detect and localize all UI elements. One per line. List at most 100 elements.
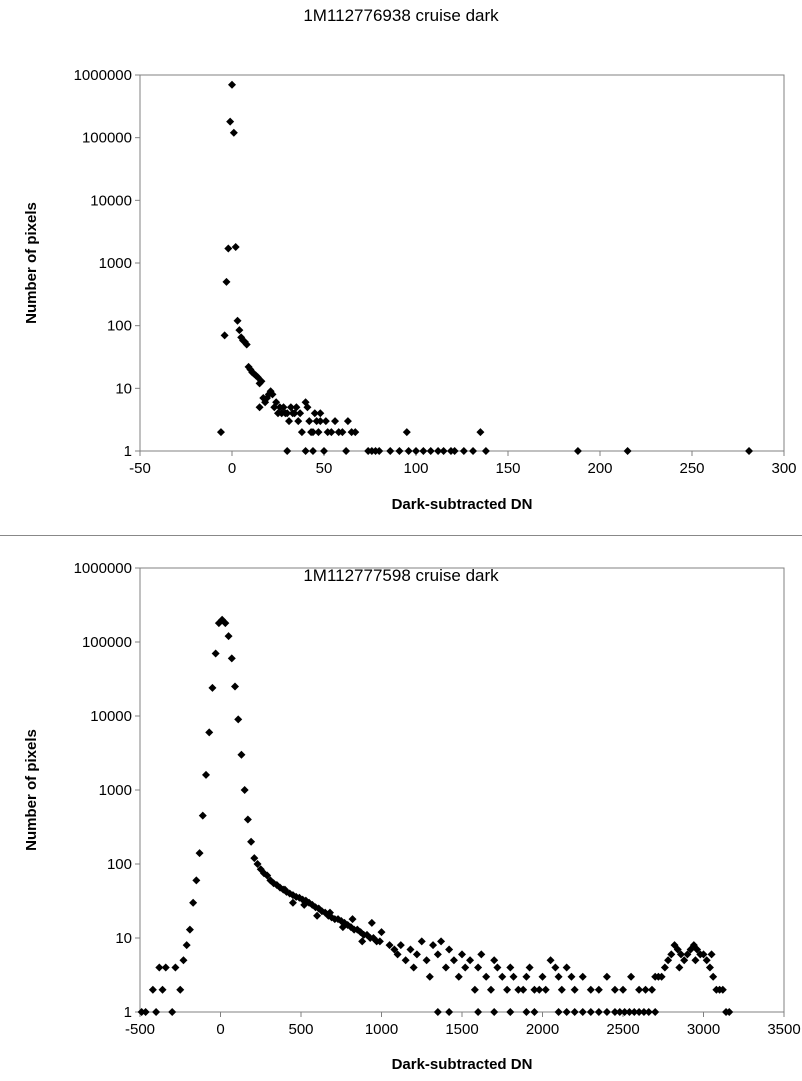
data-point: [250, 854, 259, 863]
x-tick-label: -50: [129, 460, 151, 477]
data-point: [474, 1008, 483, 1016]
data-point: [224, 632, 233, 641]
data-point: [623, 447, 632, 455]
data-point: [202, 770, 211, 779]
data-point: [155, 963, 164, 972]
y-axis-title: Number of pixels: [23, 729, 40, 851]
data-point: [412, 447, 420, 455]
data-point: [554, 1008, 563, 1016]
data-point: [375, 937, 384, 946]
data-point: [348, 915, 357, 924]
data-point: [586, 985, 595, 994]
data-point: [570, 985, 579, 994]
data-point: [327, 428, 336, 437]
data-point: [745, 447, 754, 455]
data-point: [290, 409, 299, 418]
data-point: [230, 682, 239, 691]
data-point: [627, 972, 636, 981]
data-point: [161, 963, 170, 972]
data-point: [198, 811, 207, 820]
data-point: [641, 985, 650, 994]
y-tick-label: 100: [107, 318, 132, 335]
data-point: [279, 403, 288, 412]
data-point: [358, 937, 367, 946]
data-point: [325, 908, 334, 917]
x-tick-label: 1500: [445, 1021, 478, 1038]
data-point: [300, 900, 309, 909]
data-point: [297, 428, 306, 437]
data-point: [288, 898, 297, 907]
data-point: [158, 985, 167, 994]
divider: [0, 535, 802, 536]
data-point: [610, 985, 619, 994]
scatter-chart-bottom: 1 10 100 1000 10000 100000 1000000 -500 0 500 1000…: [23, 560, 801, 1073]
data-point: [562, 963, 571, 972]
data-point: [486, 985, 495, 994]
data-point: [331, 417, 340, 426]
scatter-chart-top: 1 10 100 1000 10000 100000 1000000 -50 0 50 100 150…: [23, 67, 797, 513]
data-point: [353, 925, 362, 934]
data-point: [620, 1008, 629, 1016]
data-point: [255, 403, 264, 412]
data-point: [253, 860, 262, 868]
data-point: [657, 972, 666, 981]
data-point: [351, 428, 360, 437]
data-point: [474, 963, 483, 972]
plot-area: [139, 567, 785, 1013]
data-point: [298, 895, 307, 904]
x-tick-label: 3500: [767, 1021, 800, 1038]
data-point: [570, 1008, 579, 1016]
data-point: [445, 1008, 454, 1016]
data-point: [189, 898, 198, 907]
data-point: [171, 963, 180, 972]
data-point: [294, 417, 303, 426]
data-point: [179, 956, 188, 965]
data-point: [461, 963, 470, 972]
data-point: [567, 972, 576, 981]
data-point: [342, 447, 351, 455]
data-point: [664, 956, 673, 965]
data-point: [317, 907, 326, 916]
data-point: [176, 985, 185, 994]
x-tick-label: 300: [771, 460, 796, 477]
data-point: [651, 1008, 660, 1016]
data-point: [233, 316, 242, 325]
data-point: [635, 1008, 644, 1016]
data-point: [441, 963, 450, 972]
data-point: [709, 972, 718, 981]
y-tick-label: 100000: [82, 634, 132, 651]
data-point: [506, 1008, 515, 1016]
data-point: [338, 428, 347, 437]
data-point: [619, 985, 627, 994]
data-point: [396, 941, 405, 950]
data-point: [356, 928, 365, 937]
data-point: [490, 1008, 499, 1016]
x-tick-label: 250: [679, 460, 704, 477]
data-point: [308, 428, 317, 437]
data-point: [450, 447, 459, 455]
x-axis-title: Dark-subtracted DN: [392, 1056, 533, 1073]
data-point: [693, 945, 702, 954]
data-point: [231, 243, 240, 252]
data-point: [377, 928, 386, 937]
data-point: [578, 1008, 587, 1016]
data-point: [573, 447, 582, 455]
data-point: [303, 403, 312, 412]
data-point: [702, 956, 711, 965]
chart-panel-top: 1M112776938 cruise dark 1 10 100 1000 10000 1…: [0, 0, 802, 530]
data-point: [718, 985, 727, 994]
data-point: [458, 950, 466, 959]
data-point: [530, 985, 539, 994]
data-point: [283, 447, 292, 455]
data-point: [292, 403, 301, 412]
data-point: [152, 1008, 161, 1016]
data-point: [247, 837, 256, 846]
data-point: [263, 871, 272, 880]
data-point: [522, 972, 531, 981]
data-point: [208, 683, 217, 692]
data-point: [630, 1008, 639, 1016]
data-point: [422, 956, 431, 965]
data-point: [647, 985, 656, 994]
data-point: [578, 972, 587, 981]
data-point: [482, 972, 491, 981]
